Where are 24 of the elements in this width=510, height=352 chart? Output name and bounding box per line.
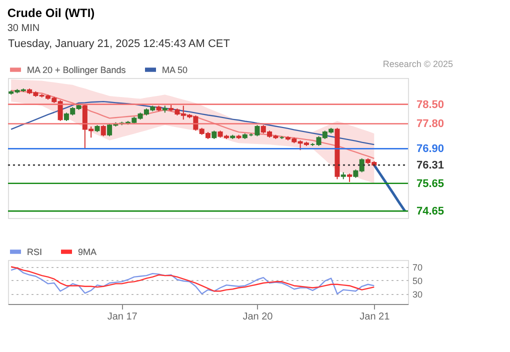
y-tick-label: 74.65 [416, 206, 444, 218]
line-series [372, 164, 406, 212]
line-series [10, 90, 375, 159]
y-tick-label: 77.80 [416, 118, 444, 130]
y-tick-label: 78.50 [416, 98, 444, 111]
y-tick-label: 30 [412, 289, 423, 300]
x-tick-label: Jan 21 [360, 312, 390, 322]
legend-label: 9MA [78, 246, 97, 257]
legend-label: MA 50 [162, 64, 188, 75]
y-tick-label: 75.65 [416, 178, 444, 190]
legend-label: MA 20 + Bollinger Bands [27, 64, 126, 75]
line-series [10, 100, 375, 146]
chart-title: Crude Oil (WTI) [7, 6, 95, 20]
candlestick [100, 124, 106, 137]
text: Tuesday, January 21, 2025 12:45:43 AM CET [8, 38, 230, 50]
text: Research © 2025 [382, 59, 453, 69]
y-tick-label: 76.90 [416, 143, 444, 156]
x-tick-label: Jan 17 [107, 312, 138, 322]
y-tick-label: 50 [412, 276, 423, 286]
y-tick-label: 70 [412, 262, 423, 272]
legend-label: RSI [27, 246, 42, 257]
y-tick-label: 76.31 [416, 160, 444, 172]
x-tick-label: Jan 20 [242, 312, 274, 322]
chart-subtitle: 30 MIN [7, 23, 40, 34]
